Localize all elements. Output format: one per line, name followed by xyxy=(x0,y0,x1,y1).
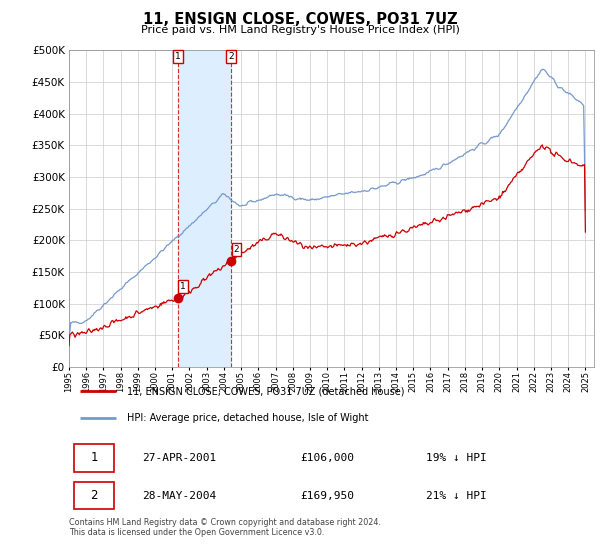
Text: £106,000: £106,000 xyxy=(300,453,354,463)
FancyBboxPatch shape xyxy=(74,445,113,472)
Text: 21% ↓ HPI: 21% ↓ HPI xyxy=(426,491,487,501)
Bar xyxy=(178,50,231,367)
Text: 11, ENSIGN CLOSE, COWES, PO31 7UZ: 11, ENSIGN CLOSE, COWES, PO31 7UZ xyxy=(143,12,457,27)
Text: 1: 1 xyxy=(91,451,98,464)
Text: 27-APR-2001: 27-APR-2001 xyxy=(143,453,217,463)
Text: HPI: Average price, detached house, Isle of Wight: HPI: Average price, detached house, Isle… xyxy=(127,413,368,423)
Text: £169,950: £169,950 xyxy=(300,491,354,501)
Text: 19% ↓ HPI: 19% ↓ HPI xyxy=(426,453,487,463)
Text: 28-MAY-2004: 28-MAY-2004 xyxy=(143,491,217,501)
Text: Price paid vs. HM Land Registry's House Price Index (HPI): Price paid vs. HM Land Registry's House … xyxy=(140,25,460,35)
Text: 1: 1 xyxy=(180,282,186,291)
Text: 2: 2 xyxy=(228,52,234,61)
Text: Contains HM Land Registry data © Crown copyright and database right 2024.
This d: Contains HM Land Registry data © Crown c… xyxy=(69,518,381,538)
Text: 2: 2 xyxy=(91,489,98,502)
Text: 1: 1 xyxy=(175,52,181,61)
FancyBboxPatch shape xyxy=(74,482,113,510)
Text: 2: 2 xyxy=(233,245,239,254)
Text: 11, ENSIGN CLOSE, COWES, PO31 7UZ (detached house): 11, ENSIGN CLOSE, COWES, PO31 7UZ (detac… xyxy=(127,386,404,396)
